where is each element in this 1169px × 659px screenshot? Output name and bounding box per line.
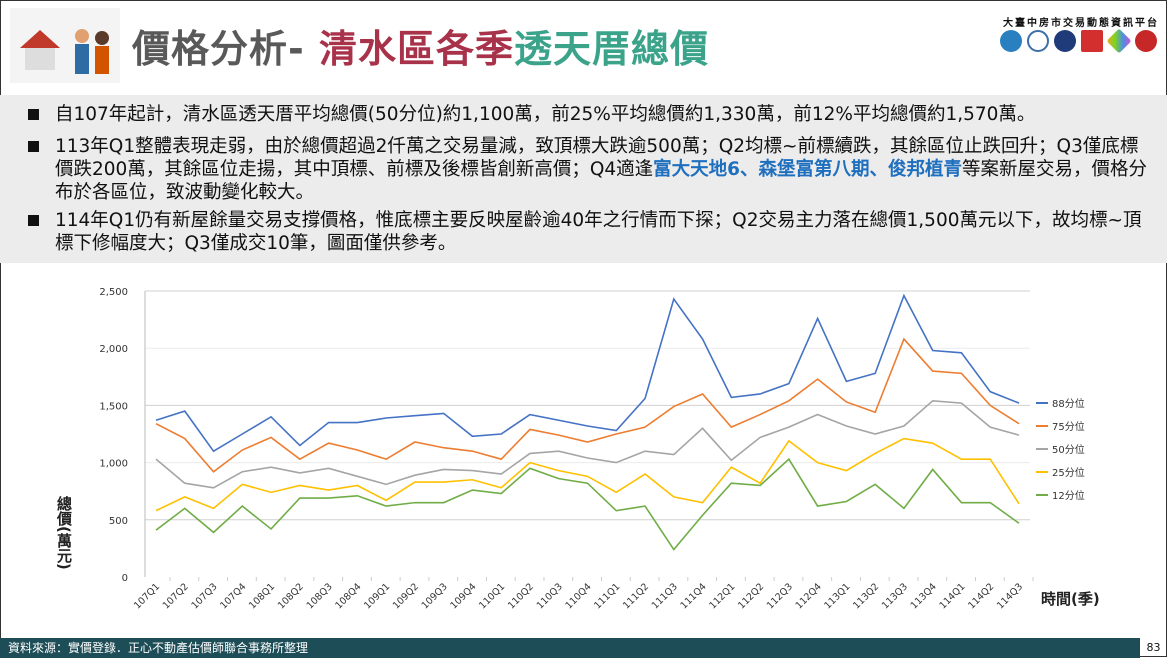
diamond-logo — [1106, 28, 1132, 54]
x-tick-label: 112Q2 — [736, 581, 766, 611]
x-tick-label: 109Q2 — [391, 581, 421, 611]
x-tick-label: 113Q2 — [851, 581, 881, 611]
x-tick-label: 108Q4 — [333, 581, 363, 611]
x-tick-label: 111Q1 — [592, 581, 622, 611]
x-tick-label: 111Q2 — [621, 581, 651, 611]
ctreaa-logo — [1135, 30, 1157, 52]
y-axis-title: 總價(萬元) — [55, 496, 73, 570]
y-tick-label: 500 — [109, 516, 128, 527]
legend-label: 25分位 — [1052, 466, 1085, 479]
x-axis-title: 時間(季) — [1041, 590, 1100, 608]
x-tick-label: 109Q4 — [448, 581, 478, 611]
summary-box — [0, 95, 1167, 263]
legend-label: 88分位 — [1052, 397, 1085, 410]
bullet-3: 114年Q1仍有新屋餘量交易支撐價格，惟底標主要反映屋齡逾40年之行情而下探；Q… — [28, 209, 1148, 255]
y-tick-label: 1,000 — [99, 459, 128, 470]
series-line-25分位 — [155, 437, 1020, 512]
x-tick-label: 107Q1 — [132, 581, 162, 611]
legend-label: 75分位 — [1052, 420, 1085, 433]
x-tick-label: 113Q4 — [909, 581, 939, 611]
bullet-text: 114年Q1仍有新屋餘量交易支撐價格，惟底標主要反映屋齡逾40年之行情而下探；Q… — [55, 210, 1142, 254]
bullet-text-a: 113年Q1整體表現走弱，由於總價超過2仟萬之交易量減，致頂標大跌逾500萬；Q… — [55, 136, 1139, 180]
series-line-12分位 — [155, 457, 1020, 551]
title-region: 清水區各季 — [319, 27, 515, 71]
bullet-text-b: 等案新屋交易，價格分布於各區位，致波動變化較大。 — [55, 159, 1148, 203]
bullet-2: 113年Q1整體表現走弱，由於總價超過2仟萬之交易量減，致頂標大跌逾500萬；Q… — [28, 135, 1148, 204]
y-tick-label: 2,500 — [99, 287, 128, 298]
page-title: 價格分析- 清水區各季透天厝總價 — [132, 18, 709, 73]
x-tick-label: 108Q2 — [276, 581, 306, 611]
bullet-text: 113年Q1整體表現走弱，由於總價超過2仟萬之交易量減，致頂標大跌逾500萬；Q… — [55, 135, 1148, 204]
x-tick-label: 112Q3 — [765, 581, 795, 611]
trda-logo — [1000, 30, 1022, 52]
bullet-1: 自107年起計，清水區透天厝平均總價(50分位)約1,100萬，前25%平均總價… — [28, 103, 1148, 126]
bullet-text: 自107年起計，清水區透天厝平均總價(50分位)約1,100萬，前25%平均總價… — [55, 104, 1036, 125]
association-logo — [1027, 30, 1049, 52]
hero-illustration — [10, 8, 120, 83]
title-type: 透天厝總價 — [514, 27, 710, 71]
x-tick-label: 110Q1 — [477, 581, 507, 611]
x-tick-label: 110Q2 — [506, 581, 536, 611]
x-tick-label: 107Q4 — [218, 581, 248, 611]
series-line-75分位 — [155, 337, 1020, 473]
x-tick-label: 107Q3 — [189, 581, 219, 611]
x-tick-label: 113Q3 — [880, 581, 910, 611]
x-tick-label: 114Q3 — [995, 581, 1025, 611]
y-tick-label: 0 — [122, 573, 128, 584]
series-line-50分位 — [155, 399, 1020, 489]
x-tick-label: 108Q3 — [305, 581, 335, 611]
x-tick-label: 114Q2 — [966, 581, 996, 611]
x-tick-label: 111Q3 — [650, 581, 680, 611]
x-tick-label: 114Q1 — [937, 581, 967, 611]
y-tick-label: 1,500 — [99, 401, 128, 412]
series-line-88分位 — [155, 293, 1020, 453]
legend-label: 50分位 — [1052, 443, 1085, 456]
x-tick-label: 111Q4 — [679, 581, 709, 611]
page-number: 83 — [1146, 641, 1161, 654]
title-prefix: 價格分析- — [132, 27, 320, 71]
x-tick-label: 109Q3 — [420, 581, 450, 611]
y-tick-label: 2,000 — [99, 344, 128, 355]
x-tick-label: 110Q3 — [535, 581, 565, 611]
highlight-projects: 富大天地6、森堡富第八期、俊邦植青 — [653, 159, 963, 180]
government-logo — [1054, 30, 1076, 52]
price-line-chart: 05001,0001,5002,0002,500107Q1107Q2107Q31… — [99, 287, 1100, 612]
x-tick-label: 112Q4 — [794, 581, 824, 611]
legend-label: 12分位 — [1052, 489, 1085, 502]
partner-logos — [1000, 28, 1157, 54]
flag-logo — [1081, 30, 1103, 52]
bullet-icon — [28, 215, 39, 226]
x-tick-label: 109Q1 — [362, 581, 392, 611]
bullet-icon — [28, 141, 39, 152]
x-tick-label: 108Q1 — [247, 581, 277, 611]
x-tick-label: 113Q1 — [822, 581, 852, 611]
org-name: 大臺中房市交易動態資訊平台 — [1003, 18, 1159, 29]
x-tick-label: 107Q2 — [161, 581, 191, 611]
bullet-icon — [28, 109, 39, 120]
footer-source: 資料來源：實價登錄．正心不動產估價師聯合事務所整理 — [0, 638, 1140, 658]
x-tick-label: 110Q4 — [563, 581, 593, 611]
x-tick-label: 112Q1 — [707, 581, 737, 611]
